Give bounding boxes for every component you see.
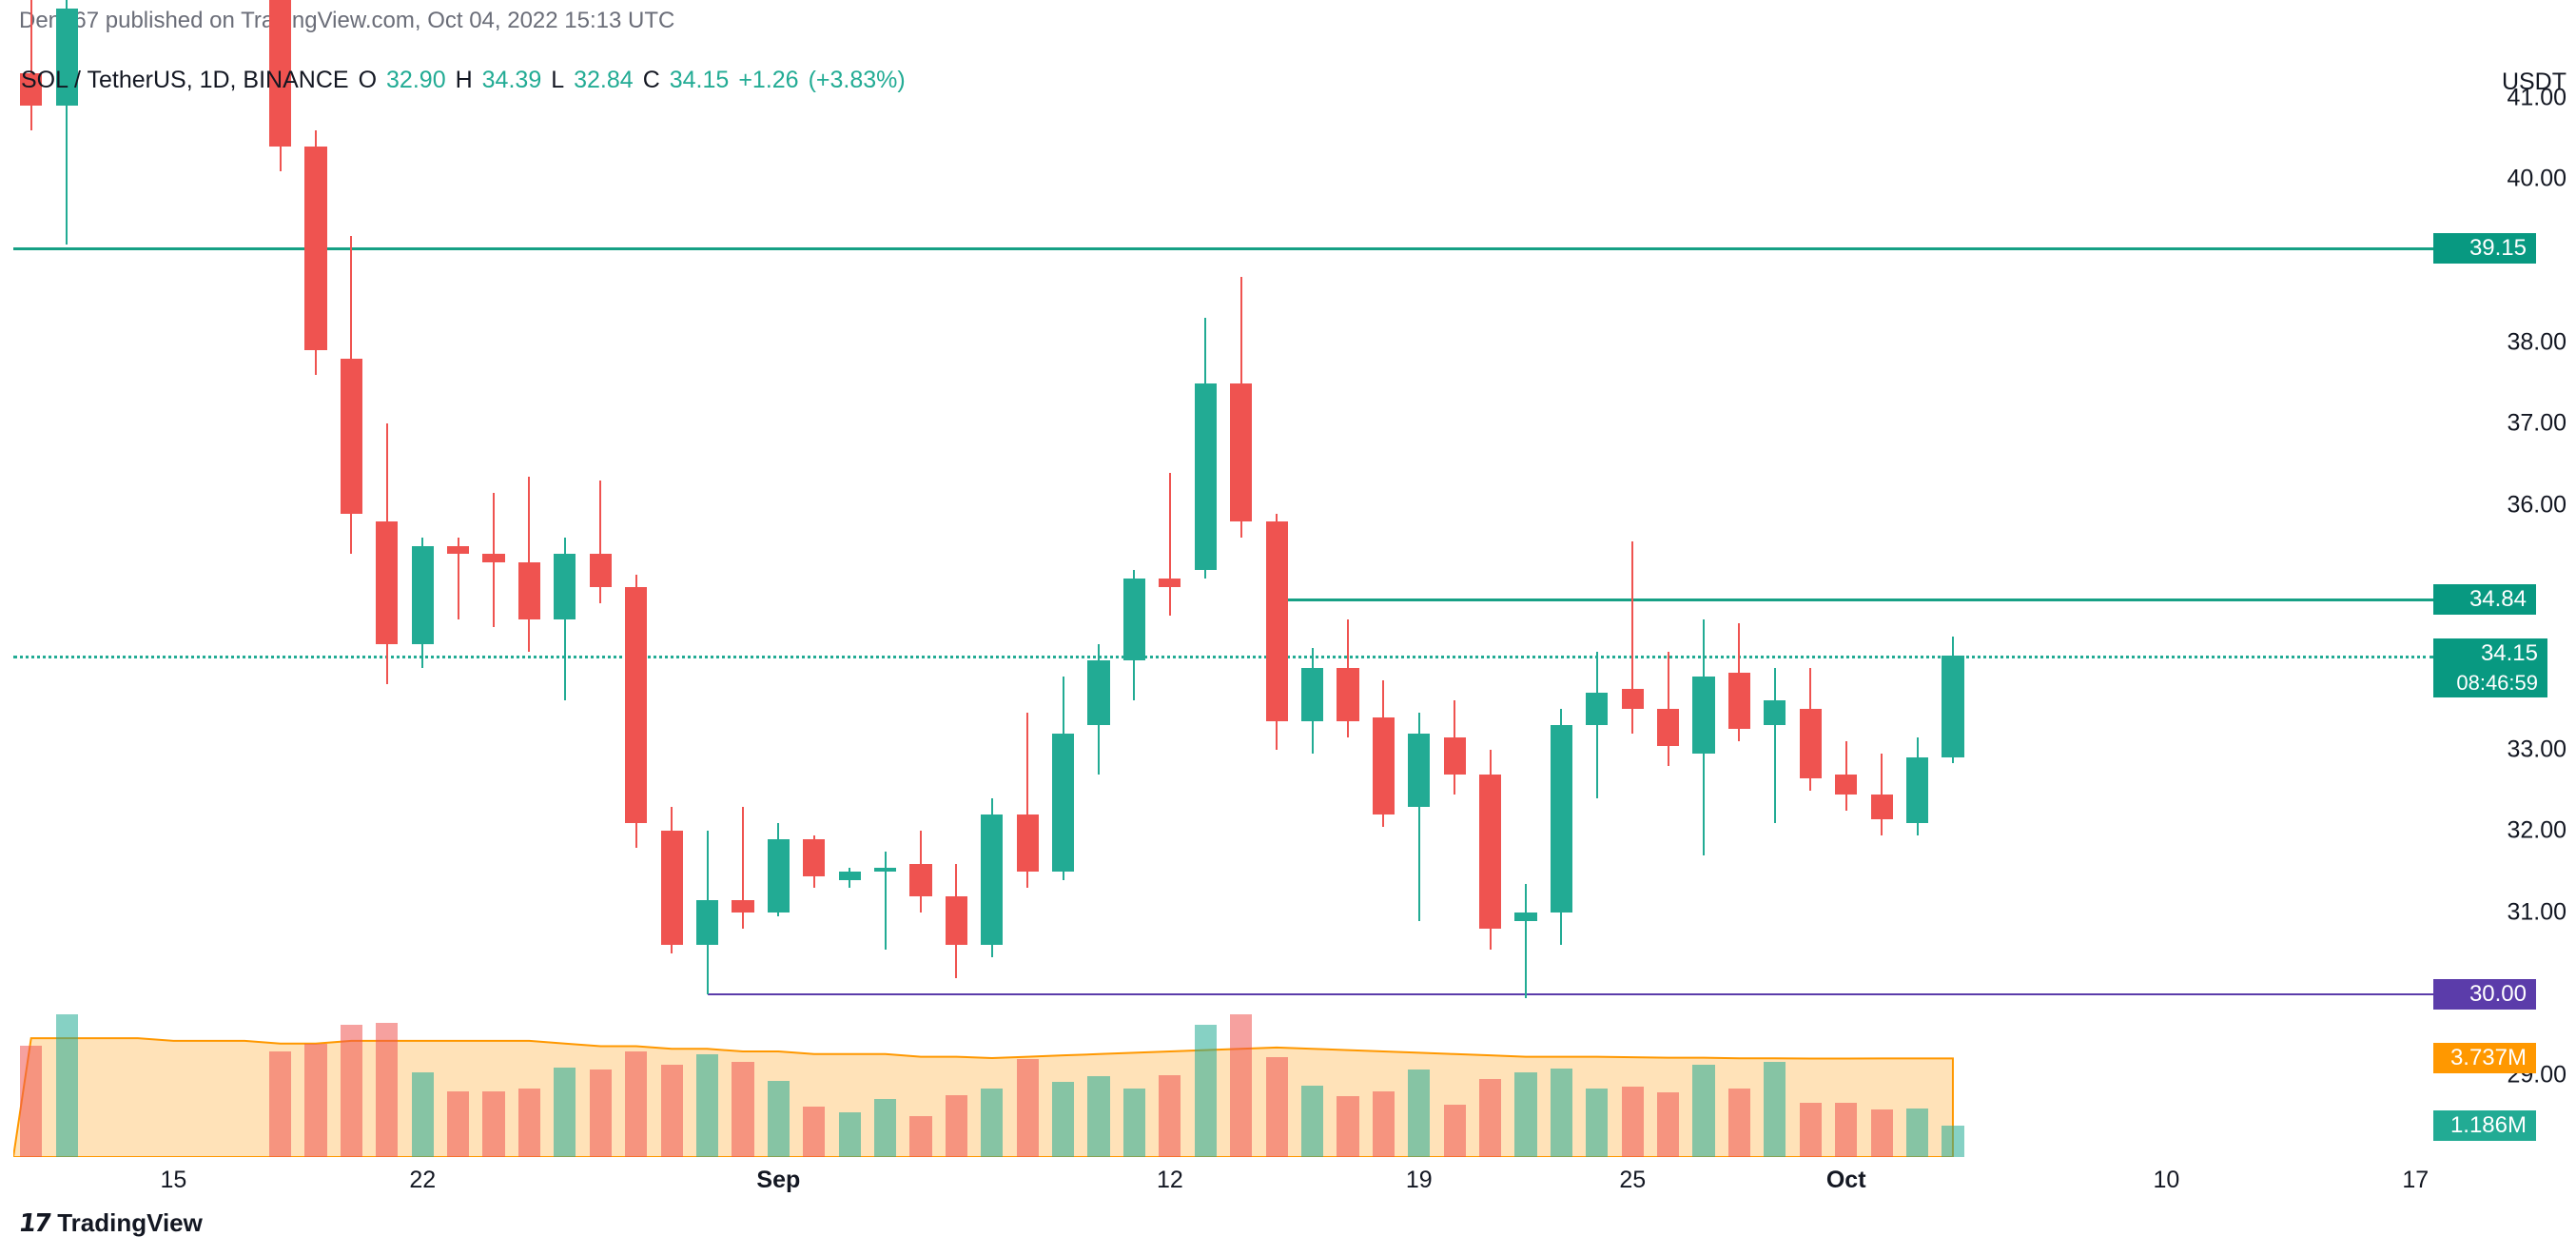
candle[interactable] bbox=[803, 57, 825, 1157]
ohlc-O: 32.90 bbox=[386, 67, 446, 94]
price-tick: 41.00 bbox=[2507, 84, 2566, 111]
candle[interactable] bbox=[518, 57, 540, 1157]
price-tick: 40.00 bbox=[2507, 166, 2566, 193]
candle[interactable] bbox=[696, 57, 718, 1157]
candle[interactable] bbox=[1764, 57, 1786, 1157]
footer-brand: 𝟭𝟳 TradingView bbox=[19, 1208, 203, 1238]
ohlc-change-pct: (+3.83%) bbox=[809, 67, 906, 94]
candle[interactable] bbox=[839, 57, 861, 1157]
candle[interactable] bbox=[1017, 57, 1039, 1157]
price-line-tag: 39.15 bbox=[2433, 233, 2536, 264]
time-tick: 12 bbox=[1157, 1167, 1183, 1194]
current-price-tag: 34.1508:46:59 bbox=[2433, 638, 2547, 697]
candle[interactable] bbox=[590, 57, 612, 1157]
tradingview-logo-icon: 𝟭𝟳 bbox=[17, 1208, 52, 1238]
candle[interactable] bbox=[661, 57, 683, 1157]
candle[interactable] bbox=[1514, 57, 1536, 1157]
candle[interactable] bbox=[1835, 57, 1857, 1157]
ohlc-change: +1.26 bbox=[738, 67, 798, 94]
price-line-tag: 30.00 bbox=[2433, 979, 2536, 1010]
candle[interactable] bbox=[1301, 57, 1323, 1157]
price-tick: 32.00 bbox=[2507, 817, 2566, 845]
candle[interactable] bbox=[1123, 57, 1145, 1157]
chart-pane[interactable] bbox=[13, 57, 2433, 1157]
candle[interactable] bbox=[376, 57, 398, 1157]
candle[interactable] bbox=[1800, 57, 1822, 1157]
candle[interactable] bbox=[1266, 57, 1288, 1157]
candle[interactable] bbox=[909, 57, 931, 1157]
candle[interactable] bbox=[1087, 57, 1109, 1157]
candle[interactable] bbox=[1052, 57, 1074, 1157]
candle[interactable] bbox=[1622, 57, 1644, 1157]
price-tick: 31.00 bbox=[2507, 899, 2566, 927]
time-tick: 22 bbox=[409, 1167, 436, 1194]
candle[interactable] bbox=[1479, 57, 1501, 1157]
candle[interactable] bbox=[1586, 57, 1608, 1157]
candle[interactable] bbox=[1692, 57, 1714, 1157]
ohlc-L: 32.84 bbox=[574, 67, 634, 94]
time-tick: Sep bbox=[756, 1167, 800, 1194]
ohlc-H: 34.39 bbox=[482, 67, 542, 94]
candle[interactable] bbox=[412, 57, 434, 1157]
candle[interactable] bbox=[20, 57, 42, 1157]
price-tick: 38.00 bbox=[2507, 328, 2566, 356]
time-tick: 17 bbox=[2402, 1167, 2429, 1194]
chart-legend: SOL / TetherUS, 1D, BINANCE O 32.90 H 34.3… bbox=[21, 67, 906, 94]
candle[interactable] bbox=[1373, 57, 1395, 1157]
candle[interactable] bbox=[1871, 57, 1893, 1157]
candle[interactable] bbox=[1657, 57, 1679, 1157]
candle[interactable] bbox=[1408, 57, 1430, 1157]
ohlc-H-label: H bbox=[456, 67, 473, 94]
candle[interactable] bbox=[56, 57, 78, 1157]
candle[interactable] bbox=[946, 57, 967, 1157]
candle[interactable] bbox=[1230, 57, 1252, 1157]
candle[interactable] bbox=[625, 57, 647, 1157]
candle[interactable] bbox=[874, 57, 896, 1157]
footer-brand-text: TradingView bbox=[57, 1208, 203, 1238]
ohlc-O-label: O bbox=[359, 67, 377, 94]
candle[interactable] bbox=[1444, 57, 1466, 1157]
ohlc-L-label: L bbox=[551, 67, 564, 94]
time-axis[interactable]: 1522Sep121925Oct101724 bbox=[13, 1157, 2433, 1201]
price-tick: 36.00 bbox=[2507, 491, 2566, 519]
candle[interactable] bbox=[1159, 57, 1181, 1157]
candle[interactable] bbox=[304, 57, 326, 1157]
candle[interactable] bbox=[1551, 57, 1572, 1157]
candle[interactable] bbox=[1337, 57, 1358, 1157]
publish-header: Den767 published on TradingView.com, Oct… bbox=[0, 0, 2576, 57]
candle[interactable] bbox=[269, 57, 291, 1157]
candle[interactable] bbox=[554, 57, 576, 1157]
volume-tag: 3.737M bbox=[2433, 1043, 2536, 1073]
candle[interactable] bbox=[1906, 57, 1928, 1157]
time-tick: 25 bbox=[1619, 1167, 1646, 1194]
time-tick: 10 bbox=[2154, 1167, 2180, 1194]
candle[interactable] bbox=[1728, 57, 1750, 1157]
candle[interactable] bbox=[447, 57, 469, 1157]
candle[interactable] bbox=[341, 57, 362, 1157]
price-tick: 33.00 bbox=[2507, 736, 2566, 763]
time-tick: 19 bbox=[1406, 1167, 1433, 1194]
candle[interactable] bbox=[1195, 57, 1217, 1157]
candle[interactable] bbox=[732, 57, 753, 1157]
price-line-tag: 34.84 bbox=[2433, 584, 2536, 615]
candle[interactable] bbox=[981, 57, 1003, 1157]
ohlc-C-label: C bbox=[643, 67, 660, 94]
ohlc-C: 34.15 bbox=[670, 67, 730, 94]
time-tick: Oct bbox=[1826, 1167, 1866, 1194]
publish-text: published on TradingView.com, Oct 04, 20… bbox=[106, 8, 675, 33]
candle[interactable] bbox=[482, 57, 504, 1157]
candle[interactable] bbox=[1942, 57, 1963, 1157]
symbol-label: SOL / TetherUS, 1D, BINANCE bbox=[21, 67, 349, 94]
time-tick: 15 bbox=[160, 1167, 186, 1194]
volume-tag: 1.186M bbox=[2433, 1110, 2536, 1141]
candle[interactable] bbox=[768, 57, 790, 1157]
price-tick: 37.00 bbox=[2507, 410, 2566, 438]
